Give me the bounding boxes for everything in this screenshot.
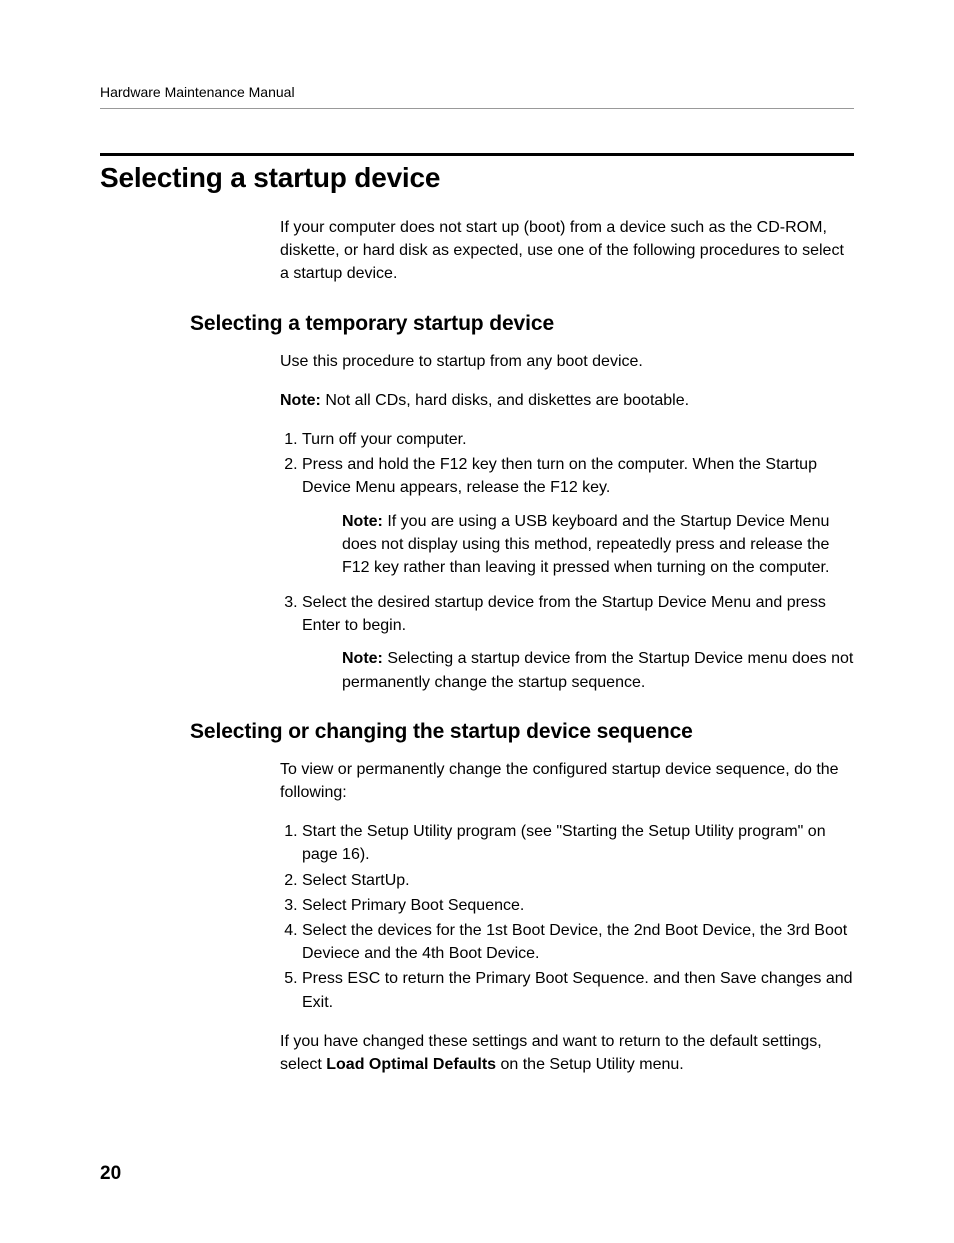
step-item: Select Primary Boot Sequence. xyxy=(302,894,854,917)
header-rule xyxy=(100,108,854,109)
step-text: Start the Setup Utility program (see "St… xyxy=(302,823,826,863)
note-text: If you are using a USB keyboard and the … xyxy=(342,513,829,576)
note-label: Note: xyxy=(342,513,383,530)
section-rule xyxy=(100,153,854,156)
outro-text: on the Setup Utility menu. xyxy=(496,1056,684,1073)
note-text: Not all CDs, hard disks, and diskettes a… xyxy=(321,392,689,409)
subsection-title-sequence: Selecting or changing the startup device… xyxy=(190,720,854,744)
page-number: 20 xyxy=(100,1163,121,1185)
step-text: . xyxy=(329,994,333,1011)
step-item: Turn off your computer. xyxy=(302,428,854,451)
step-text: Turn off your computer. xyxy=(302,431,467,448)
step-item: Select the devices for the 1st Boot Devi… xyxy=(302,919,854,965)
page-title: Selecting a startup device xyxy=(100,162,854,194)
note-label: Note: xyxy=(280,392,321,409)
section-b-steps: Start the Setup Utility program (see "St… xyxy=(280,820,854,1014)
step-item: Start the Setup Utility program (see "St… xyxy=(302,820,854,866)
note-text: Selecting a startup device from the Star… xyxy=(342,650,853,690)
section-b-intro: To view or permanently change the config… xyxy=(280,758,854,804)
step-text: Press and hold the F12 key then turn on … xyxy=(302,456,817,496)
step-text: Select xyxy=(302,872,351,889)
step-text: Select Primary Boot Sequence. xyxy=(302,897,524,914)
bold-text: StartUp. xyxy=(351,872,410,889)
step-item: Press ESC to return the Primary Boot Seq… xyxy=(302,967,854,1013)
step-text: and then xyxy=(649,970,720,987)
subsection-title-temporary: Selecting a temporary startup device xyxy=(190,312,854,336)
step-item: Press and hold the F12 key then turn on … xyxy=(302,453,854,579)
section-a-note: Note: Not all CDs, hard disks, and diske… xyxy=(280,389,854,412)
note-label: Note: xyxy=(342,650,383,667)
step-text: Select the desired startup device from t… xyxy=(302,594,826,634)
nested-note: Note: Selecting a startup device from th… xyxy=(342,647,854,693)
document-page: Hardware Maintenance Manual Selecting a … xyxy=(0,0,954,1243)
step-item: Select the desired startup device from t… xyxy=(302,591,854,694)
step-text: Press ESC to return the xyxy=(302,970,475,987)
section-a-intro: Use this procedure to startup from any b… xyxy=(280,350,854,373)
running-header: Hardware Maintenance Manual xyxy=(100,84,854,100)
section-b-outro: If you have changed these settings and w… xyxy=(280,1030,854,1076)
section-a-steps: Turn off your computer. Press and hold t… xyxy=(280,428,854,694)
bold-text: Load Optimal Defaults xyxy=(326,1056,496,1073)
intro-paragraph: If your computer does not start up (boot… xyxy=(280,216,854,286)
nested-note: Note: If you are using a USB keyboard an… xyxy=(342,510,854,580)
step-item: Select StartUp. xyxy=(302,869,854,892)
step-text: Select the devices for the 1st Boot Devi… xyxy=(302,922,847,962)
bold-text: Primary Boot Sequence. xyxy=(475,970,648,987)
